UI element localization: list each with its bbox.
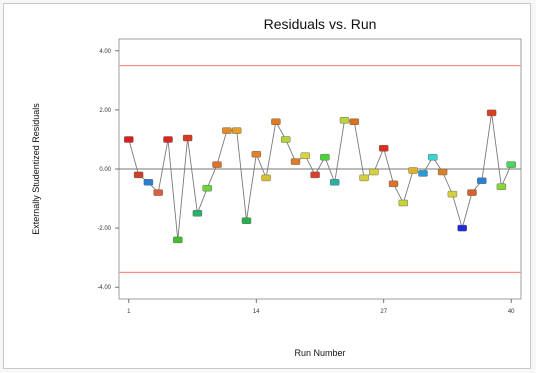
data-point (467, 189, 477, 196)
data-point (222, 127, 232, 134)
x-tick-label: 40 (508, 309, 515, 315)
data-point (182, 134, 193, 142)
data-point (369, 168, 379, 176)
data-point (388, 180, 399, 188)
data-point (202, 184, 212, 192)
data-point (506, 161, 516, 168)
x-tick-label: 27 (380, 309, 387, 315)
data-point (496, 183, 507, 190)
chart-frame: Residuals vs. Run Run Number Externally … (3, 3, 531, 369)
data-point (310, 171, 320, 179)
data-point (143, 179, 154, 186)
residual-series (124, 109, 516, 244)
data-point (428, 153, 438, 161)
y-tick-label: 0.00 (99, 167, 111, 173)
data-point (271, 118, 281, 125)
data-point (192, 210, 203, 217)
data-point (290, 158, 301, 165)
data-point (173, 236, 183, 244)
data-point (320, 153, 330, 161)
data-point (339, 117, 350, 124)
data-point (251, 150, 262, 158)
series-line (128, 112, 512, 240)
y-tick-label: -4.00 (97, 285, 111, 291)
data-point (261, 174, 271, 182)
data-point (418, 170, 428, 177)
data-point (457, 224, 467, 232)
reference-lines (119, 64, 521, 274)
data-point (231, 127, 242, 134)
data-point (124, 136, 134, 143)
data-point (153, 189, 163, 196)
axis-ticks: 4.00 2.00 0.00 -2.00 -4.00 1 14 27 40 (97, 49, 515, 315)
y-tick-label: 4.00 (99, 49, 111, 55)
data-point (437, 168, 448, 176)
data-point (447, 190, 458, 198)
data-point (300, 152, 310, 159)
data-point (359, 174, 369, 182)
data-point (212, 161, 222, 168)
data-point (408, 167, 418, 174)
data-point (163, 136, 173, 143)
data-point (349, 118, 359, 125)
chart-title: Residuals vs. Run (264, 16, 377, 32)
data-point (281, 136, 291, 143)
x-tick-label: 1 (127, 309, 131, 315)
data-point (330, 179, 340, 186)
data-point (133, 171, 144, 179)
data-point (486, 109, 497, 117)
residuals-chart: Residuals vs. Run Run Number Externally … (31, 16, 522, 358)
data-point (241, 217, 252, 224)
y-tick-label: 2.00 (99, 108, 111, 114)
x-tick-label: 14 (253, 309, 260, 315)
data-point (379, 145, 389, 152)
y-tick-label: -2.00 (97, 226, 111, 232)
data-point (477, 177, 487, 185)
x-axis-label: Run Number (294, 348, 345, 358)
y-axis-label: Externally Studentized Residuals (31, 103, 41, 235)
data-point (398, 199, 408, 207)
